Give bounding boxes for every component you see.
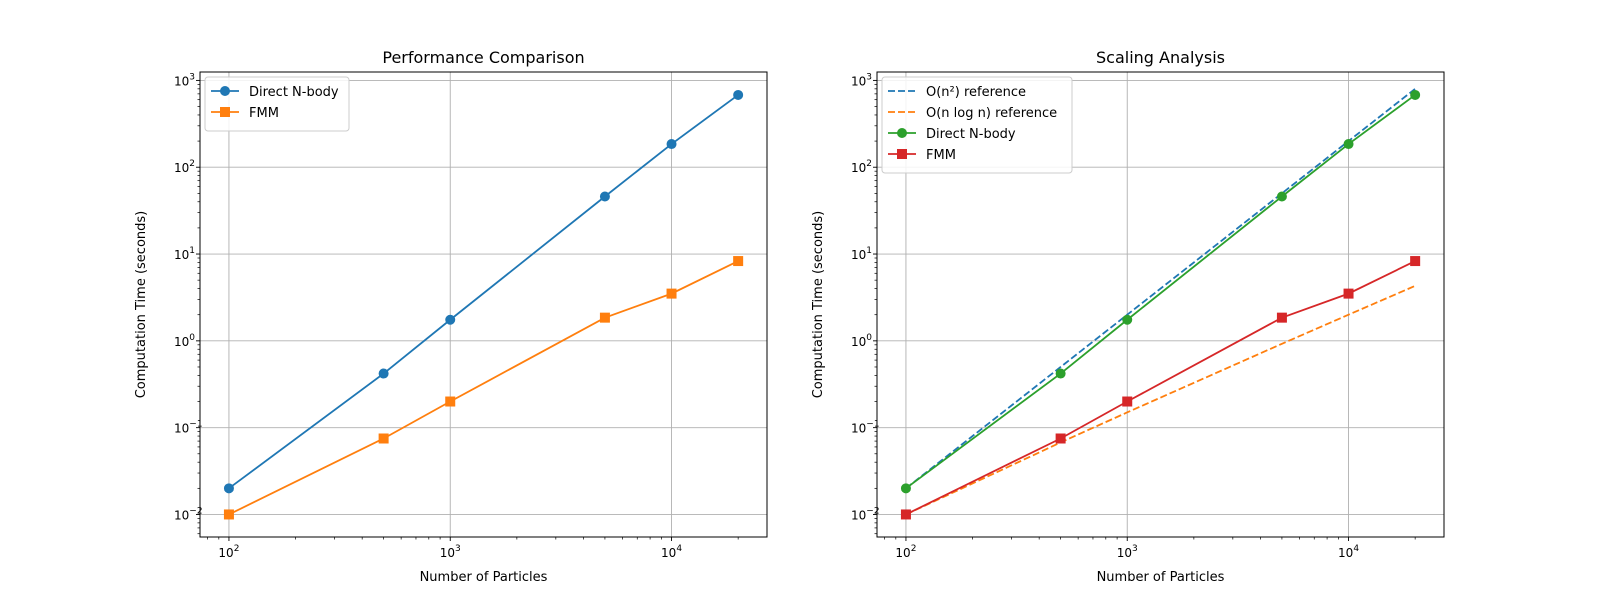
legend-label: O(n log n) reference <box>926 106 1057 121</box>
chart-title: Performance Comparison <box>382 48 584 67</box>
data-point <box>223 509 234 520</box>
x-tick-label: 104 <box>1338 544 1359 560</box>
data-point <box>1410 256 1421 267</box>
data-point <box>1410 89 1421 100</box>
series-line <box>905 260 1416 516</box>
series-direct-n-body <box>900 89 1421 494</box>
y-tick-label: 10−1 <box>851 420 880 436</box>
grid <box>200 72 767 537</box>
y-axis-label: Computation Time (seconds) <box>134 211 149 399</box>
y-tick-label: 101 <box>174 246 195 262</box>
series-o-n-log-n-reference <box>905 285 1416 516</box>
chart-performance-comparison: Performance Comparison Number of Particl… <box>134 48 768 585</box>
data-point <box>666 139 677 150</box>
axes-frame <box>876 71 1445 538</box>
series-line <box>228 94 739 490</box>
data-point <box>599 191 610 202</box>
series-line <box>905 94 1416 490</box>
data-point <box>378 368 389 379</box>
data-point <box>445 314 456 325</box>
y-tick-label: 10−2 <box>174 506 203 522</box>
data-point <box>223 483 234 494</box>
legend-entry: Direct N-body <box>211 85 339 100</box>
series-line <box>228 260 739 516</box>
legend-label: FMM <box>926 148 956 163</box>
y-tick-label: 100 <box>851 333 872 349</box>
x-axis-label: Number of Particles <box>420 570 548 585</box>
y-tick-label: 102 <box>174 159 195 175</box>
data-point <box>1122 396 1133 407</box>
data-point <box>1343 139 1354 150</box>
minor-ticks <box>197 84 739 540</box>
y-tick-label: 103 <box>851 72 872 88</box>
data-point <box>1276 191 1287 202</box>
data-point <box>1276 312 1287 323</box>
legend: Direct N-body FMM <box>204 76 350 132</box>
series-line <box>905 88 1416 490</box>
legend-marker <box>220 107 230 117</box>
y-tick-label: 10−2 <box>851 506 880 522</box>
y-tick-label: 100 <box>174 333 195 349</box>
x-tick-label: 103 <box>440 544 461 560</box>
legend-entry: FMM <box>888 148 956 163</box>
legend-label: O(n²) reference <box>926 85 1026 100</box>
data-point <box>733 89 744 100</box>
legend-entry: O(n log n) reference <box>888 106 1057 121</box>
legend-entry: O(n²) reference <box>888 85 1026 100</box>
legend-frame <box>204 76 350 132</box>
axes-frame <box>199 71 768 538</box>
legend-marker <box>897 128 907 138</box>
x-axis-label: Number of Particles <box>1097 570 1225 585</box>
series-direct-n-body <box>223 89 744 494</box>
x-tick-label: 102 <box>895 544 916 560</box>
legend: O(n²) reference O(n log n) reference Direc… <box>881 76 1073 174</box>
y-tick-label: 10−1 <box>174 420 203 436</box>
chart-title: Scaling Analysis <box>1096 48 1225 67</box>
data-point <box>1122 314 1133 325</box>
legend-marker <box>220 86 230 96</box>
x-tick-label: 103 <box>1117 544 1138 560</box>
series-fmm <box>223 256 744 520</box>
y-tick-label: 103 <box>174 72 195 88</box>
data-point <box>1055 368 1066 379</box>
x-tick-label: 104 <box>661 544 682 560</box>
legend-label: Direct N-body <box>926 127 1016 142</box>
legend-label: Direct N-body <box>249 85 339 100</box>
legend-marker <box>897 149 907 159</box>
legend-label: FMM <box>249 106 279 121</box>
y-tick-label: 101 <box>851 246 872 262</box>
data-point <box>733 256 744 267</box>
series-fmm <box>900 256 1421 520</box>
legend-entry: Direct N-body <box>888 127 1016 142</box>
data-point <box>900 509 911 520</box>
data-point <box>599 312 610 323</box>
chart-scaling-analysis: Scaling Analysis Number of Particles Com… <box>811 48 1445 585</box>
x-tick-label: 102 <box>218 544 239 560</box>
data-point <box>900 483 911 494</box>
y-tick-label: 102 <box>851 159 872 175</box>
data-point <box>1343 288 1354 299</box>
data-point <box>378 433 389 444</box>
y-axis-label: Computation Time (seconds) <box>811 211 826 399</box>
legend-frame <box>881 76 1073 174</box>
series-line <box>905 285 1416 516</box>
data-point <box>445 396 456 407</box>
data-point <box>666 288 677 299</box>
legend-entry: FMM <box>211 106 279 121</box>
series-o-n-reference <box>905 88 1416 490</box>
data-point <box>1055 433 1066 444</box>
